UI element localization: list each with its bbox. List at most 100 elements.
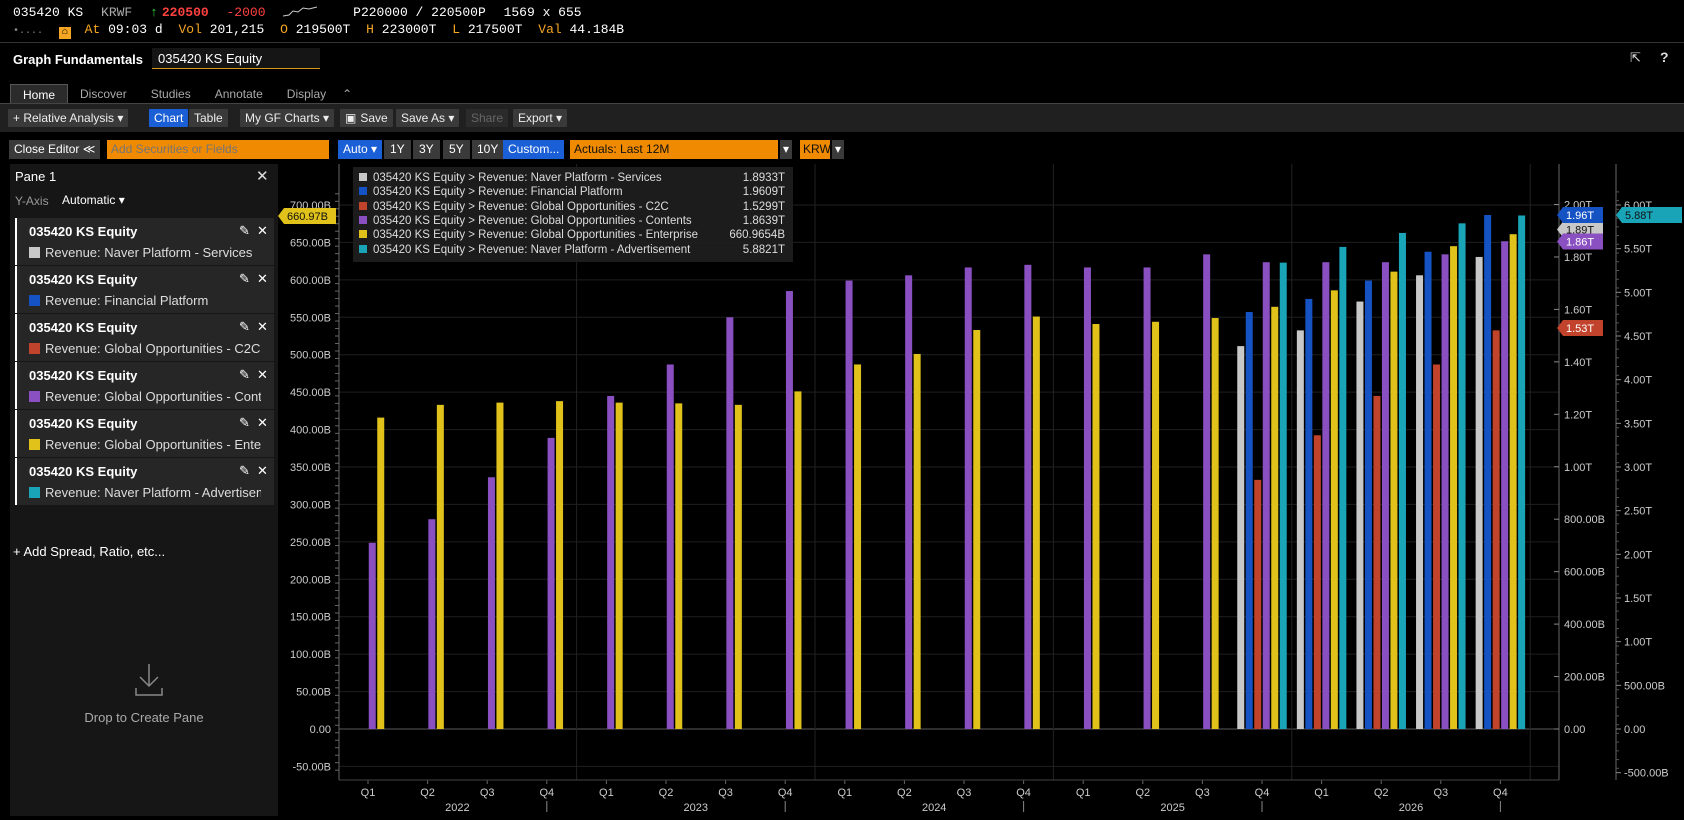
add-spread-button[interactable]: + Add Spread, Ratio, etc... — [13, 544, 166, 559]
up-arrow-icon: ↑ — [150, 5, 158, 20]
right-axis-2-label: 4.50T — [1624, 331, 1652, 343]
save-as-button[interactable]: Save As ▾ — [396, 109, 460, 127]
series-field: Revenue: Naver Platform - Services — [29, 245, 261, 260]
pencil-icon[interactable]: ✎ — [239, 319, 250, 334]
tab-annotate[interactable]: Annotate — [214, 87, 263, 101]
left-tick-label: 450.00B — [290, 387, 331, 399]
dots-icon: •.... — [13, 26, 44, 37]
actuals-dropdown[interactable]: Actuals: Last 12M — [570, 140, 778, 159]
collapse-icon[interactable]: ⌃ — [342, 87, 353, 101]
ticker-currency: KRWF — [101, 5, 132, 20]
bar — [1398, 232, 1406, 730]
tab-display[interactable]: Display — [286, 87, 327, 101]
bar — [1211, 318, 1219, 729]
pencil-icon[interactable]: ✎ — [239, 415, 250, 430]
legend-label: 035420 KS Equity > Revenue: Global Oppor… — [373, 229, 699, 242]
close-pane-icon[interactable]: ✕ — [256, 168, 269, 185]
bar — [1381, 262, 1389, 729]
series-card[interactable]: 035420 KS Equity ✎ ✕ Revenue: Financial … — [15, 266, 274, 313]
tab-discover[interactable]: Discover — [80, 87, 127, 101]
share-icon[interactable]: ⇱ — [1630, 50, 1641, 65]
vol-value: 201,215 — [209, 22, 265, 37]
custom-period-button[interactable]: Custom... — [503, 140, 565, 159]
legend-swatch — [359, 230, 367, 239]
series-field-label: Revenue: Global Opportunities - Enterpri… — [45, 437, 261, 452]
x-tick-label: Q4 — [778, 787, 793, 799]
save-button[interactable]: ▣ Save — [340, 109, 393, 127]
period-1y-button[interactable]: 1Y — [384, 140, 411, 159]
actuals-dropdown-arrow-icon[interactable]: ▾ — [780, 140, 792, 159]
high-label: H — [366, 22, 374, 37]
currency-dropdown-arrow-icon[interactable]: ▾ — [832, 140, 844, 159]
pencil-icon[interactable]: ✎ — [239, 271, 250, 286]
security-input[interactable] — [152, 48, 320, 69]
series-card[interactable]: 035420 KS Equity ✎ ✕ Revenue: Naver Plat… — [15, 218, 274, 265]
pencil-icon[interactable]: ✎ — [239, 367, 250, 382]
right-axis-1-label: 1.00T — [1564, 462, 1592, 474]
bar — [1203, 254, 1211, 729]
tab-studies[interactable]: Studies — [150, 87, 191, 101]
x-tick-label: Q3 — [957, 787, 972, 799]
enterprise-value-tag: 660.97B — [278, 208, 336, 224]
close-icon[interactable]: ✕ — [257, 463, 268, 478]
bar — [734, 404, 742, 729]
close-editor-button[interactable]: Close Editor ≪ — [9, 140, 101, 159]
ticker-change: -2000 — [226, 5, 266, 20]
bar — [1279, 262, 1287, 729]
legend-value: 1.9609T — [742, 186, 785, 199]
bar — [1373, 395, 1381, 729]
close-icon[interactable]: ✕ — [257, 271, 268, 286]
close-icon[interactable]: ✕ — [257, 367, 268, 382]
bar — [547, 437, 555, 729]
financial-value-tag-shape — [1557, 207, 1603, 223]
contents-value-tag-text: 1.86T — [1566, 237, 1594, 249]
period-3y-button[interactable]: 3Y — [413, 140, 440, 159]
c2c-value-tag-text: 1.53T — [1566, 323, 1594, 335]
ticker-row-2: •.... ⌂ At 09:03 d Vol 201,215 O 219500T… — [13, 22, 624, 39]
x-tick-label: Q2 — [897, 787, 912, 799]
year-label: 2024 — [922, 802, 946, 814]
pencil-icon[interactable]: ✎ — [239, 223, 250, 238]
legend-swatch — [359, 187, 367, 196]
year-label: 2025 — [1160, 802, 1184, 814]
auto-button[interactable]: Auto ▾ — [338, 140, 383, 159]
series-card[interactable]: 035420 KS Equity ✎ ✕ Revenue: Global Opp… — [15, 362, 274, 409]
y-axis-dropdown[interactable]: Automatic ▾ — [62, 193, 125, 207]
bar — [1024, 264, 1032, 729]
tab-home[interactable]: Home — [10, 84, 69, 104]
close-icon[interactable]: ✕ — [257, 223, 268, 238]
pencil-icon[interactable]: ✎ — [239, 463, 250, 478]
legend-swatch — [359, 215, 367, 224]
series-card[interactable]: 035420 KS Equity ✎ ✕ Revenue: Naver Plat… — [15, 458, 274, 505]
series-field: Revenue: Global Opportunities - Enterpri… — [29, 437, 261, 452]
bar — [666, 364, 674, 729]
bar — [1271, 306, 1279, 729]
export-button[interactable]: Export ▾ — [513, 109, 568, 127]
series-card[interactable]: 035420 KS Equity ✎ ✕ Revenue: Global Opp… — [15, 410, 274, 457]
period-5y-button[interactable]: 5Y — [443, 140, 470, 159]
x-tick-label: Q1 — [599, 787, 614, 799]
chart-button[interactable]: Chart — [149, 109, 189, 127]
currency-label: KRWF — [101, 5, 133, 20]
currency-dropdown[interactable]: KRW — [800, 140, 831, 159]
close-icon[interactable]: ✕ — [257, 319, 268, 334]
help-icon[interactable]: ? — [1660, 49, 1669, 65]
relative-analysis-button[interactable]: + Relative Analysis ▾ — [8, 109, 129, 127]
series-card[interactable]: 035420 KS Equity ✎ ✕ Revenue: Global Opp… — [15, 314, 274, 361]
table-button[interactable]: Table — [189, 109, 228, 127]
share-button[interactable]: Share — [466, 109, 509, 127]
legend-entry: 035420 KS Equity > Revenue: Naver Platfo… — [359, 244, 690, 258]
page-title: Graph Fundamentals — [13, 52, 144, 67]
x-tick-label: Q1 — [1314, 787, 1329, 799]
ticker-row-1: 035420 KS KRWF ↑ 220500 -2000 P220000 / 2… — [13, 5, 592, 21]
add-securities-input[interactable] — [107, 140, 329, 159]
open-value: 219500T — [295, 22, 351, 37]
series-security: 035420 KS Equity — [29, 464, 138, 479]
my-gf-charts-button[interactable]: My GF Charts ▾ — [240, 109, 335, 127]
period-10y-button[interactable]: 10Y — [472, 140, 504, 159]
drop-pane-label: Drop to Create Pane — [84, 710, 204, 725]
bar — [368, 542, 376, 729]
close-icon[interactable]: ✕ — [257, 415, 268, 430]
legend-label: 035420 KS Equity > Revenue: Naver Platfo… — [373, 172, 662, 184]
series-swatch — [29, 487, 40, 498]
